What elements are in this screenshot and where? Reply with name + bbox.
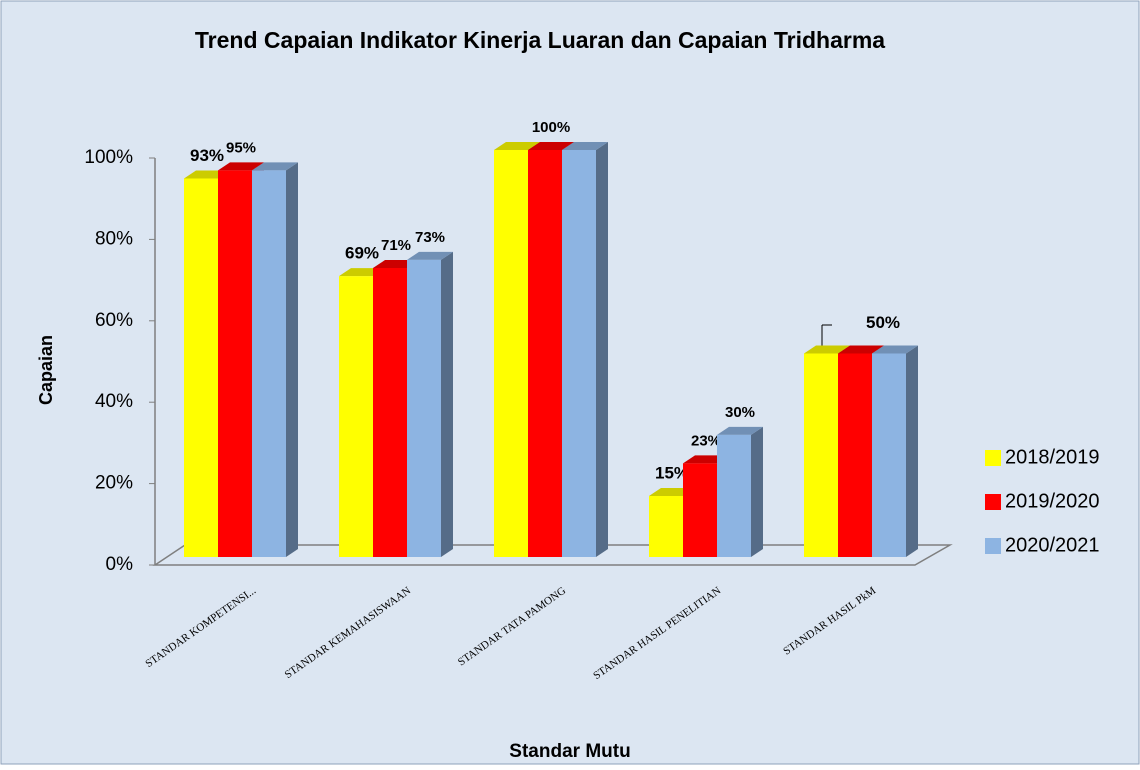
- bar-face: [872, 345, 918, 354]
- legend-swatch: [985, 538, 1001, 554]
- bar-face: [717, 426, 763, 435]
- data-label: 95%: [226, 139, 256, 156]
- data-label: 23%: [691, 432, 721, 449]
- x-axis-label: Standar Mutu: [509, 741, 630, 762]
- legend-swatch: [985, 450, 1001, 466]
- bar-face: [218, 170, 252, 557]
- bar: [562, 142, 608, 557]
- bar: [252, 162, 298, 557]
- bar-face: [407, 251, 453, 260]
- data-label: 15%: [655, 463, 689, 482]
- bar-face: [838, 353, 872, 557]
- chart-title: Trend Capaian Indikator Kinerja Luaran d…: [195, 27, 885, 53]
- bar-face: [441, 251, 453, 557]
- y-axis-label: Capaian: [36, 335, 56, 405]
- bar-face: [717, 434, 751, 557]
- data-label: 50%: [866, 313, 900, 332]
- bar-face: [528, 150, 562, 557]
- y-tick-label: 0%: [106, 554, 134, 575]
- bar-face: [494, 142, 540, 150]
- bar-face: [804, 345, 850, 354]
- bar: [717, 426, 763, 557]
- legend-label: 2019/2020: [1005, 490, 1100, 512]
- bar-face: [373, 268, 407, 557]
- bar-face: [528, 142, 574, 150]
- bar-face: [184, 178, 218, 558]
- bar-face: [906, 345, 918, 557]
- y-tick-label: 40%: [95, 391, 133, 412]
- data-label: 93%: [190, 146, 224, 165]
- bar-face: [649, 495, 683, 557]
- bar-face: [339, 276, 373, 557]
- data-label: 30%: [725, 404, 755, 421]
- data-label: 73%: [415, 229, 445, 246]
- y-tick-label: 60%: [95, 310, 133, 331]
- bar-face: [804, 353, 838, 557]
- bar-face: [407, 259, 441, 557]
- legend-label: 2018/2019: [1005, 446, 1100, 468]
- data-label: 71%: [381, 237, 411, 254]
- y-tick-label: 100%: [84, 147, 133, 168]
- bar-face: [252, 162, 298, 171]
- bar-face: [494, 150, 528, 557]
- legend-swatch: [985, 494, 1001, 510]
- y-tick-label: 20%: [95, 473, 133, 494]
- y-tick-label: 80%: [95, 228, 133, 249]
- legend-label: 2020/2021: [1005, 534, 1100, 556]
- bar-face: [562, 150, 596, 557]
- bar: [872, 345, 918, 557]
- bar-face: [218, 162, 264, 171]
- data-label: 69%: [345, 244, 379, 263]
- bar-face: [683, 463, 717, 557]
- bar-face: [252, 170, 286, 557]
- bar-face: [286, 162, 298, 557]
- bar-face: [872, 353, 906, 557]
- bar: [407, 251, 453, 557]
- bar-face: [562, 142, 608, 150]
- bar-face: [751, 426, 763, 557]
- bar-face: [838, 345, 884, 354]
- bar-face: [596, 142, 608, 557]
- data-label: 100%: [532, 119, 570, 136]
